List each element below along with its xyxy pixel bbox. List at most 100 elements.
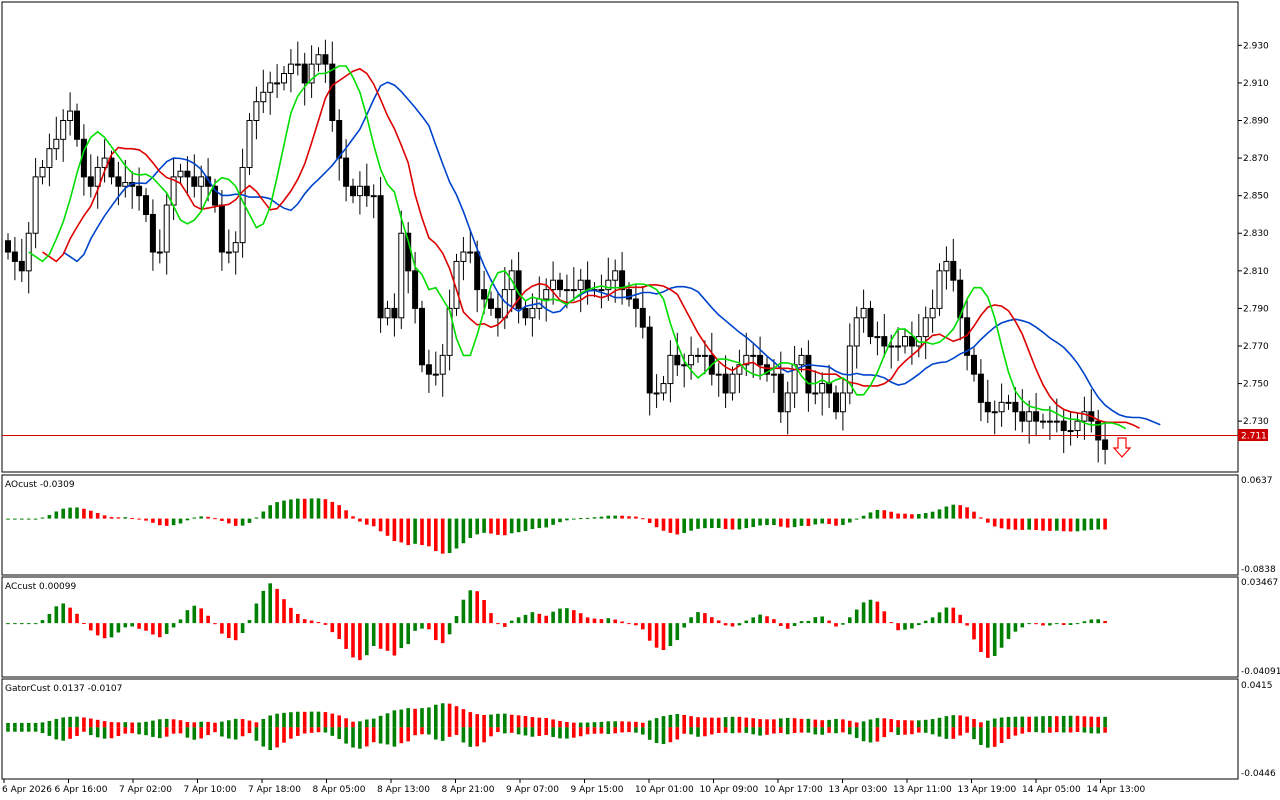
ac-bar xyxy=(979,623,983,652)
ac-bar xyxy=(544,615,548,624)
ac-panel[interactable] xyxy=(1,576,1239,678)
ao-bar xyxy=(1075,518,1080,532)
ao-panel[interactable] xyxy=(1,474,1239,576)
ao-bar xyxy=(917,513,921,519)
gator-upper-bar xyxy=(254,722,259,728)
candle-body xyxy=(943,260,950,272)
gator-upper-bar xyxy=(1096,716,1100,728)
gator-lower-bar xyxy=(744,727,749,733)
ao-bar xyxy=(606,515,611,519)
ac-top-label: 0.03467 xyxy=(1241,578,1278,588)
price-label: 2.790 xyxy=(1243,304,1269,314)
candle-body xyxy=(695,354,701,357)
ao-bar xyxy=(385,518,390,536)
ac-bar xyxy=(668,623,673,647)
ac-bar xyxy=(1103,620,1107,624)
ac-bar xyxy=(351,623,355,658)
gator-lower-bar xyxy=(592,727,597,734)
candle-body xyxy=(846,345,853,394)
ao-bar xyxy=(572,518,576,520)
gator-lower-bar xyxy=(358,727,362,749)
ac-bar xyxy=(261,590,266,624)
gator-lower-bar xyxy=(1048,727,1052,733)
candle-body xyxy=(902,336,908,347)
ao-bar xyxy=(972,511,976,519)
ao-bar xyxy=(316,498,321,519)
ao-bar xyxy=(1103,518,1107,530)
ac-bar xyxy=(509,620,514,624)
gator-upper-bar xyxy=(358,721,362,728)
ao-bar xyxy=(289,499,293,519)
gator-lower-bar xyxy=(565,727,569,739)
gator-lower-bar xyxy=(1068,727,1073,733)
candle-body xyxy=(977,373,984,403)
gator-lower-bar xyxy=(682,727,686,734)
gator-lower-bar xyxy=(344,727,348,744)
gator-lower-bar xyxy=(316,727,321,733)
ao-bar xyxy=(903,513,907,519)
gator-lower-bar xyxy=(240,727,245,737)
gator-lower-bar xyxy=(634,727,638,733)
gator-lower-bar xyxy=(454,727,459,735)
ao-bar xyxy=(413,518,417,544)
gator-upper-bar xyxy=(972,719,976,728)
gator-upper-bar xyxy=(558,720,562,728)
gator-upper-bar xyxy=(951,715,956,728)
ac-bar xyxy=(565,608,569,624)
ac-bar xyxy=(772,619,776,624)
gator-lower-bar xyxy=(813,727,818,735)
gator-upper-bar xyxy=(1013,716,1018,728)
gator-upper-bar xyxy=(841,719,845,728)
candle-body xyxy=(1067,430,1074,433)
price-label: 2.810 xyxy=(1243,267,1269,277)
gator-upper-bar xyxy=(20,722,24,728)
gator-lower-bar xyxy=(965,727,969,733)
ao-bar xyxy=(910,514,914,519)
time-label: 6 Apr 16:00 xyxy=(55,785,108,795)
ao-bar xyxy=(806,518,811,527)
time-label: 14 Apr 13:00 xyxy=(1087,785,1146,795)
gator-lower-bar xyxy=(475,727,479,747)
gator-lower-bar xyxy=(399,727,404,744)
time-label: 6 Apr 2026 xyxy=(2,785,52,795)
ao-bar xyxy=(861,515,866,519)
time-label: 13 Apr 03:00 xyxy=(829,785,888,795)
ac-bar xyxy=(744,620,749,624)
gator-upper-bar xyxy=(668,714,673,728)
time-axis: 6 Apr 2026 6 Apr 16:00 7 Apr 02:00 7 Apr 10… xyxy=(2,779,1145,795)
candle-body xyxy=(632,298,639,309)
gator-upper-bar xyxy=(123,722,128,728)
gator-lower-bar xyxy=(572,727,576,738)
candle-body xyxy=(612,270,619,281)
ao-bar xyxy=(882,510,887,519)
gator-lower-bar xyxy=(130,727,134,734)
ac-bar xyxy=(861,602,866,624)
gator-upper-bar xyxy=(102,721,107,728)
candle-body xyxy=(770,373,777,376)
candle-body xyxy=(998,401,1005,413)
gator-upper-bar xyxy=(47,720,52,728)
ao-bar xyxy=(33,518,38,520)
gator-lower-bar xyxy=(641,727,645,735)
candle-body xyxy=(950,260,957,281)
gator-lower-bar xyxy=(999,727,1004,744)
gator-upper-bar xyxy=(392,710,397,728)
main-panel[interactable] xyxy=(1,1,1239,473)
gator-lower-bar xyxy=(496,727,500,733)
ac-bar xyxy=(13,623,17,625)
gator-upper-bar xyxy=(661,716,666,728)
gator-lower-bar xyxy=(896,727,900,735)
gator-upper-bar xyxy=(213,722,217,728)
gator-upper-bar xyxy=(206,721,210,728)
ao-bar xyxy=(378,518,383,532)
candle-body xyxy=(377,195,384,319)
gator-lower-bar xyxy=(799,727,804,733)
gator-upper-bar xyxy=(233,718,238,728)
candle-body xyxy=(122,182,129,187)
candle-body xyxy=(384,307,391,319)
candle-body xyxy=(336,120,343,159)
ac-bar xyxy=(1048,623,1052,626)
candle-body xyxy=(860,307,867,319)
ao-bar xyxy=(827,518,831,525)
